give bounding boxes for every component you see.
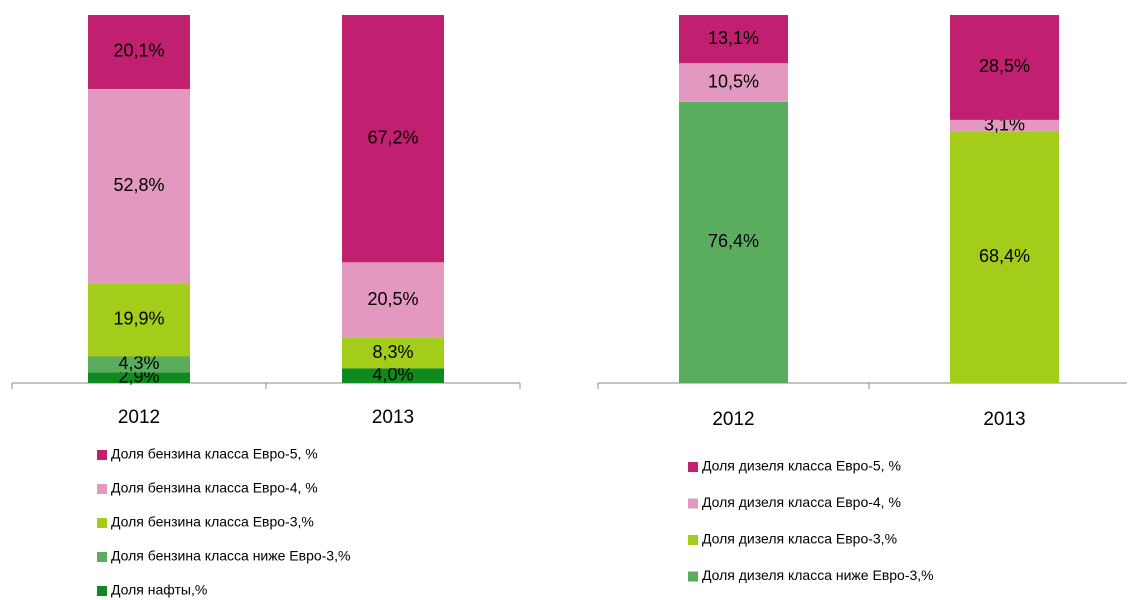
value-label: 76,4% [708,231,759,251]
legend-label: Доля нафты,% [111,582,207,598]
bar-segment [950,15,1059,120]
legend-swatch [688,498,698,509]
category-label: 2012 [712,409,754,430]
category-label: 2013 [372,407,414,428]
legend-swatch [97,484,107,494]
value-label: 8,3% [372,342,413,362]
category-label: 2012 [118,407,160,428]
legend-label: Доля дизеля класса Евро-5, % [702,458,901,474]
bar-segment [342,337,444,369]
bar-segment [342,15,444,263]
legend-swatch [688,462,698,472]
bar-segment [679,101,788,384]
legend-swatch [97,450,107,460]
bar-segment [679,63,788,102]
value-label: 20,5% [367,289,418,309]
legend-label: Доля бензина класса Евро-3,% [111,514,314,530]
value-label: 19,9% [113,309,164,329]
value-label: 20,1% [113,41,164,61]
value-label: 67,2% [367,127,418,147]
bar-segment [88,15,190,89]
legend-swatch [97,518,107,528]
legend-swatch [688,571,698,582]
bar-segment [950,131,1059,383]
legend-label: Доля дизеля класса ниже Евро-3,% [702,567,934,583]
value-label: 13,1% [708,28,759,48]
legend-label: Доля бензина класса Евро-4, % [111,480,318,496]
legend-label: Доля дизеля класса Евро-3,% [702,531,897,547]
legend-swatch [97,586,107,596]
category-label: 2013 [983,409,1025,430]
value-label: 4,3% [118,353,159,373]
bar-segment [342,262,444,338]
legend-label: Доля бензина класса ниже Евро-3,% [111,548,350,564]
bar-segment [88,372,190,383]
legend-swatch [97,552,107,562]
value-label: 28,5% [979,56,1030,76]
bar-segment [88,88,190,284]
bar-segment [88,356,190,373]
value-label: 52,8% [113,175,164,195]
value-label: 68,4% [979,246,1030,266]
bar-segment [342,368,444,383]
bar-segment [88,283,190,357]
bar-segment [679,15,788,64]
legend-label: Доля дизеля класса Евро-4, % [702,494,901,510]
value-label: 10,5% [708,71,759,91]
bar-segment [950,119,1059,132]
legend-label: Доля бензина класса Евро-5, % [111,446,318,462]
legend-swatch [688,535,698,545]
value-label: 4,0% [372,364,413,384]
